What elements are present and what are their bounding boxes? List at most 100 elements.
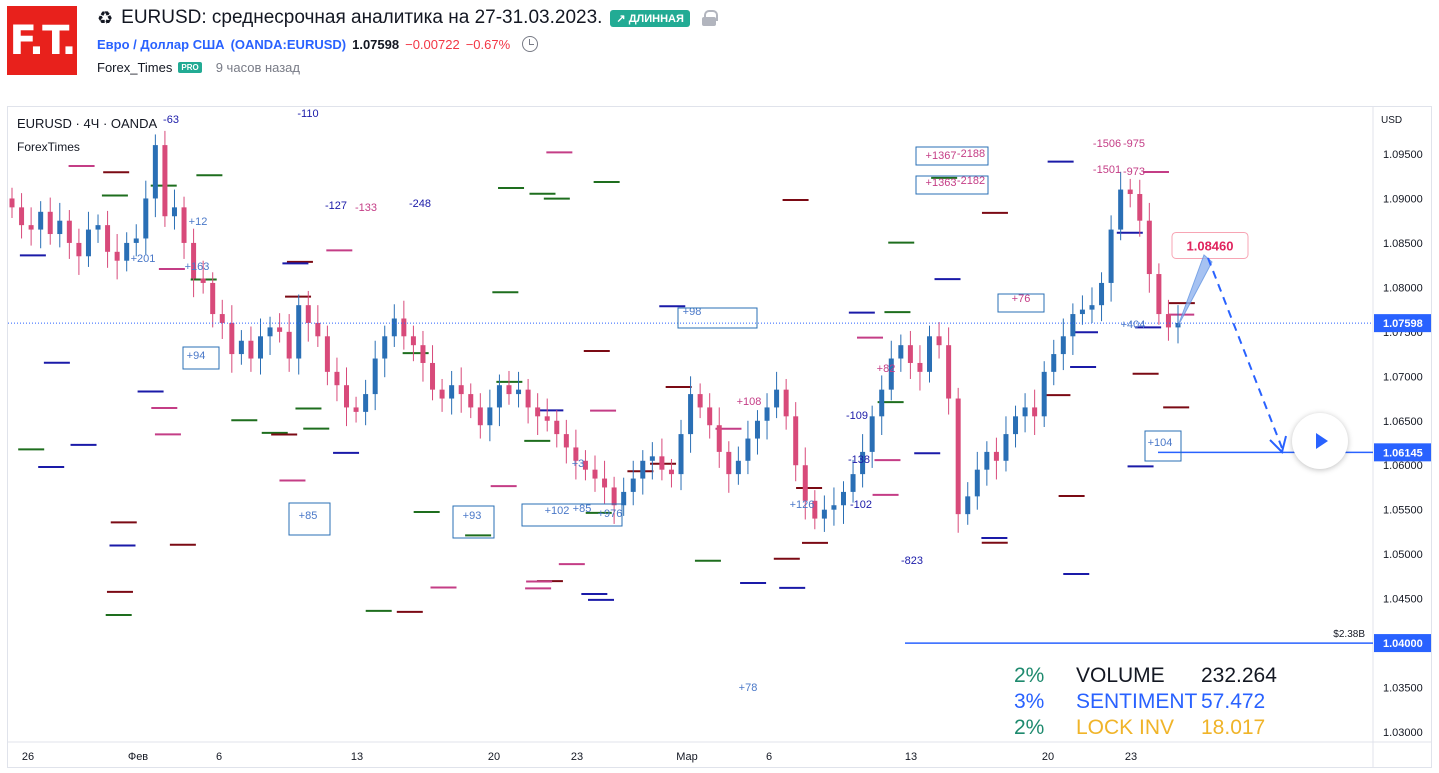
- candle-body: [783, 389, 789, 417]
- level-annotation: -63: [163, 114, 179, 126]
- annotation-box: [521, 503, 623, 527]
- candle-body: [563, 434, 569, 448]
- y-tick-label: 1.08000: [1383, 282, 1423, 294]
- candle-body: [496, 385, 502, 408]
- y-tick-label: 1.05000: [1383, 549, 1423, 561]
- symbol-code[interactable]: (OANDA:EURUSD): [230, 36, 347, 52]
- stat-row-volume: 2% VOLUME 232.264: [1014, 663, 1277, 689]
- x-tick-label: 6: [766, 751, 772, 763]
- level-annotation: +126: [790, 499, 815, 511]
- level-annotation: +12: [189, 216, 208, 228]
- candle-body: [449, 385, 455, 399]
- candle-body: [974, 469, 980, 497]
- stat-label: VOLUME: [1076, 664, 1165, 687]
- forex-times-logo[interactable]: F.T.: [7, 6, 77, 75]
- symbol-change: −0.00722: [405, 36, 460, 52]
- candle-body: [296, 305, 302, 359]
- target-price-label: 1.08460: [1187, 238, 1234, 253]
- candle-body: [745, 438, 751, 461]
- x-tick-label: 23: [571, 751, 583, 763]
- candle-body: [850, 474, 856, 492]
- idea-title: EURUSD: среднесрочная аналитика на 27-31…: [121, 7, 603, 28]
- level-annotation: +93: [463, 510, 482, 522]
- level-annotation: +78: [739, 682, 758, 694]
- candle-body: [764, 407, 770, 421]
- annotation-box: [915, 146, 989, 166]
- play-icon: [1316, 433, 1328, 449]
- candle-body: [1032, 407, 1038, 417]
- lock-icon: [701, 10, 718, 26]
- y-tick-label: 1.05500: [1383, 505, 1423, 517]
- candle-body: [458, 385, 464, 395]
- candle-body: [917, 362, 923, 372]
- candle-body: [879, 389, 885, 417]
- candle-body: [1089, 305, 1095, 310]
- candle-body: [382, 336, 388, 359]
- level-annotation: -138: [848, 454, 870, 466]
- candle-body: [1156, 274, 1162, 315]
- stat-pct: 2%: [1014, 716, 1045, 739]
- candle-body: [324, 336, 330, 372]
- candle-body: [430, 362, 436, 390]
- x-tick-label: 23: [1125, 751, 1137, 763]
- level-annotation: -823: [901, 555, 923, 567]
- candle-body: [1165, 314, 1171, 328]
- chart-frame[interactable]: [7, 106, 1432, 768]
- candle-body: [420, 345, 426, 363]
- candle-body: [152, 145, 158, 199]
- symbol-link[interactable]: Евро / Доллар США: [97, 36, 225, 52]
- candle-body: [1079, 309, 1085, 315]
- y-tick-label: 1.06000: [1383, 460, 1423, 472]
- level-annotation: +76: [1012, 293, 1031, 305]
- play-button[interactable]: [1292, 413, 1348, 469]
- candle-body: [1108, 229, 1114, 283]
- x-tick-label: 13: [351, 751, 363, 763]
- candle-body: [602, 478, 608, 488]
- level-annotation: -110: [297, 108, 318, 120]
- published-time: 9 часов назад: [215, 60, 300, 75]
- candle-body: [19, 207, 25, 226]
- candle-body: [993, 451, 999, 461]
- level-annotation: -133: [355, 202, 377, 214]
- y-tick-label: 1.03000: [1383, 727, 1423, 739]
- candle-body: [535, 407, 541, 417]
- alarm-clock-icon[interactable]: [522, 36, 539, 52]
- candle-body: [1022, 407, 1028, 417]
- candle-body: [754, 420, 760, 439]
- stat-pct: 3%: [1014, 690, 1045, 713]
- candle-body: [869, 416, 875, 452]
- level-annotation: -102: [850, 499, 872, 511]
- annotation-box: [677, 307, 758, 329]
- level-annotation: +1367: [926, 150, 957, 162]
- level-annotation: +98: [683, 306, 702, 318]
- candle-body: [582, 460, 588, 470]
- candle-body: [229, 322, 235, 355]
- candle-body: [401, 318, 407, 337]
- author-name[interactable]: Forex_Times: [97, 60, 173, 75]
- candle-body: [831, 505, 837, 510]
- level-annotation: +94: [187, 350, 206, 362]
- candle-body: [372, 358, 378, 395]
- candle-body: [516, 389, 522, 395]
- currency-label: USD: [1381, 115, 1402, 126]
- level-annotation: +201: [131, 253, 156, 265]
- candle-body: [1013, 416, 1019, 435]
- candle-body: [114, 251, 120, 261]
- candle-body: [506, 385, 512, 395]
- candle-body: [697, 394, 703, 408]
- level-annotation: +404: [1121, 319, 1146, 331]
- title-row: ♻ EURUSD: среднесрочная аналитика на 27-…: [97, 6, 718, 30]
- level-annotation: +108: [737, 396, 762, 408]
- level-annotation: -973: [1123, 166, 1145, 178]
- level-annotation: -127: [325, 200, 347, 212]
- candle-body: [659, 456, 665, 470]
- candle-body: [9, 198, 15, 208]
- annotation-box: [452, 505, 495, 539]
- candle-body: [1127, 189, 1133, 195]
- candle-body: [936, 336, 942, 346]
- stat-value: 18.017: [1201, 716, 1266, 739]
- candle-body: [907, 345, 913, 363]
- level-price-label: 1.04000: [1383, 638, 1423, 650]
- candle-body: [1060, 336, 1066, 355]
